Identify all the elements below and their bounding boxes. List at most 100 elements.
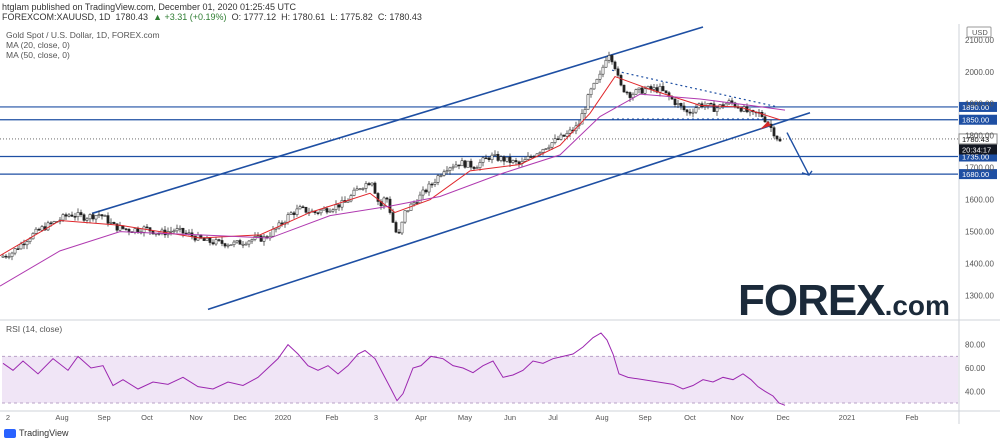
- candle-body: [241, 243, 245, 246]
- ohlc-bar: FOREXCOM:XAUUSD, 1D 1780.43 ▲ +3.31 (+0.…: [2, 12, 422, 22]
- candle-body: [214, 239, 218, 245]
- candle-body: [280, 222, 284, 225]
- low-value: 1775.82: [340, 12, 373, 22]
- candle-body: [652, 87, 656, 90]
- candle-body: [124, 228, 128, 230]
- candle-body: [682, 105, 686, 111]
- time-tick-label: Dec: [776, 413, 790, 422]
- candle-body: [499, 156, 503, 161]
- candle-body: [694, 107, 698, 113]
- level-price-badge: [959, 101, 997, 112]
- candle-body: [514, 160, 518, 163]
- candle-body: [643, 88, 647, 94]
- candle-body: [34, 228, 38, 234]
- candle-body: [445, 170, 449, 173]
- candle-body: [244, 243, 248, 246]
- candle-body: [433, 182, 437, 185]
- candle-body: [238, 240, 242, 245]
- candle-body: [202, 238, 206, 241]
- candle-body: [547, 146, 551, 149]
- rsi-legend: RSI (14, close): [6, 324, 63, 334]
- candle-body: [661, 86, 665, 91]
- candle-body: [295, 208, 299, 215]
- candle-body: [463, 160, 467, 168]
- candle-body: [655, 87, 659, 93]
- time-tick-label: Nov: [730, 413, 744, 422]
- time-tick-label: Apr: [415, 413, 427, 422]
- candle-body: [319, 209, 323, 214]
- candle-body: [628, 92, 632, 98]
- candle-body: [193, 235, 197, 241]
- candle-body: [658, 86, 662, 93]
- open-label: O:: [231, 12, 242, 22]
- descending-trendline: [611, 69, 779, 108]
- time-tick-label: Sep: [638, 413, 651, 422]
- candle-body: [79, 212, 83, 215]
- candle-body: [211, 242, 215, 245]
- time-tick-label: May: [458, 413, 472, 422]
- candle-body: [367, 183, 371, 186]
- candle-body: [145, 226, 149, 229]
- close-value: 1780.43: [389, 12, 422, 22]
- time-tick-label: Aug: [55, 413, 68, 422]
- candle-body: [691, 111, 695, 114]
- time-tick-label: Oct: [141, 413, 154, 422]
- candle-body: [583, 109, 587, 114]
- candle-body: [7, 256, 11, 258]
- candle-body: [136, 228, 140, 233]
- candle-body: [523, 159, 527, 162]
- candle-body: [16, 248, 20, 250]
- candle-body: [679, 103, 683, 107]
- last-price: 1780.43: [115, 12, 149, 22]
- candle-body: [292, 212, 296, 215]
- candle-body: [205, 237, 209, 241]
- candle-body: [472, 166, 476, 169]
- rsi-tick-label: 40.00: [965, 387, 986, 396]
- candle-body: [52, 221, 56, 224]
- candle-body: [607, 55, 611, 61]
- candle-body: [373, 182, 377, 194]
- candle-body: [181, 227, 185, 234]
- price-tick-label: 2100.00: [965, 36, 994, 45]
- low-label: L:: [330, 12, 338, 22]
- candle-body: [496, 154, 500, 161]
- candle-body: [487, 157, 491, 161]
- candle-body: [586, 94, 590, 110]
- candle-body: [685, 109, 689, 113]
- candle-body: [454, 164, 458, 168]
- candle-body: [25, 241, 29, 246]
- candle-body: [331, 209, 335, 212]
- candle-body: [109, 222, 113, 224]
- breakout-arrow-icon: [760, 121, 771, 130]
- candle-body: [763, 116, 767, 123]
- candle-body: [466, 160, 470, 168]
- candle-body: [619, 75, 623, 86]
- candle-body: [271, 228, 275, 237]
- candle-body: [64, 214, 68, 217]
- candle-body: [100, 214, 104, 217]
- candle-body: [19, 243, 23, 250]
- price-tick-label: 1800.00: [965, 132, 994, 141]
- tradingview-icon: [4, 428, 16, 438]
- candle-body: [538, 152, 542, 155]
- ma50-legend: MA (50, close, 0): [6, 50, 70, 60]
- time-tick-label: Oct: [684, 413, 697, 422]
- level-price-label: 1680.00: [962, 170, 989, 179]
- candle-body: [46, 222, 50, 231]
- candle-body: [475, 167, 479, 169]
- time-tick-label: Feb: [906, 413, 919, 422]
- candle-body: [286, 214, 290, 223]
- tradingview-brand[interactable]: TradingView: [4, 428, 69, 438]
- candle-body: [625, 91, 629, 94]
- currency-badge: [966, 26, 992, 38]
- candle-body: [739, 107, 743, 112]
- level-price-label: 1890.00: [962, 103, 989, 112]
- candle-body: [580, 113, 584, 125]
- level-price-badge: [959, 114, 997, 125]
- open-value: 1777.12: [243, 12, 277, 22]
- projection-arrow-line: [786, 132, 810, 176]
- ma20-line: [0, 75, 781, 257]
- candle-body: [709, 103, 713, 105]
- candle-body: [220, 240, 224, 244]
